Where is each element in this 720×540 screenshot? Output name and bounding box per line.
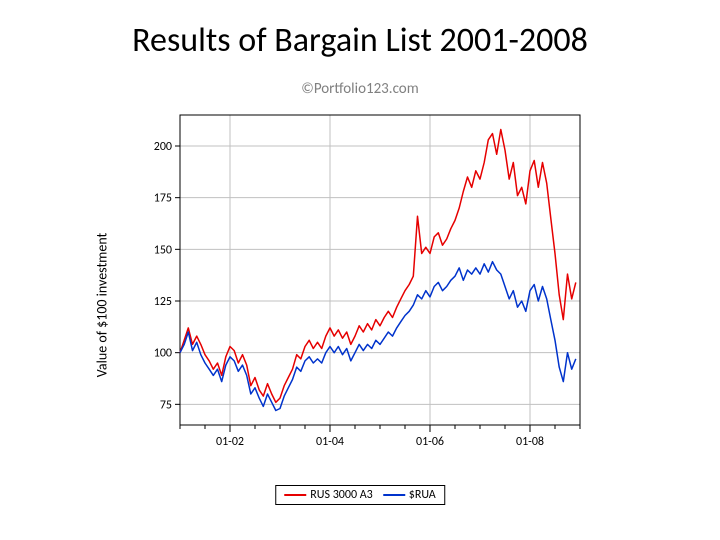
legend-item-0: RUS 3000 A3 [284, 488, 373, 502]
svg-text:01-06: 01-06 [416, 435, 444, 449]
svg-text:01-04: 01-04 [316, 435, 344, 449]
y-axis-label: Value of $100 investment [94, 233, 111, 378]
legend-swatch-0 [284, 494, 306, 496]
line-chart: 75 100 125 150 175 200 01-02 01-04 01-06 01-08 [130, 105, 590, 465]
legend: RUS 3000 A3 $RUA [275, 485, 445, 505]
svg-text:75: 75 [160, 398, 172, 412]
svg-text:01-08: 01-08 [516, 435, 544, 449]
svg-text:100: 100 [154, 347, 172, 361]
legend-label-0: RUS 3000 A3 [310, 488, 373, 502]
svg-text:175: 175 [154, 192, 172, 206]
svg-text:01-02: 01-02 [216, 435, 244, 449]
chart-container: Value of $100 investment 751001251501752… [130, 105, 590, 505]
legend-swatch-1 [383, 494, 405, 496]
page-title: Results of Bargain List 2001-2008 [0, 20, 720, 61]
svg-text:200: 200 [154, 140, 172, 154]
svg-text:125: 125 [154, 295, 172, 309]
legend-label-1: $RUA [409, 488, 436, 502]
svg-text:150: 150 [154, 243, 172, 257]
legend-item-1: $RUA [383, 488, 436, 502]
copyright-text: ©Portfolio123.com [0, 80, 720, 98]
